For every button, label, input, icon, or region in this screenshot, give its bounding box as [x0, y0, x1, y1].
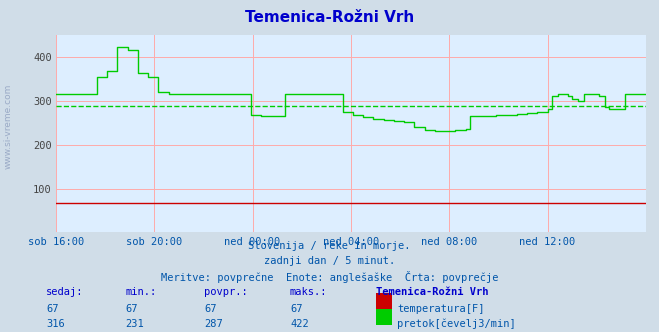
- Text: Slovenija / reke in morje.: Slovenija / reke in morje.: [248, 241, 411, 251]
- Text: 67: 67: [204, 304, 217, 314]
- Text: pretok[čevelj3/min]: pretok[čevelj3/min]: [397, 319, 516, 329]
- Text: Temenica-Rožni Vrh: Temenica-Rožni Vrh: [245, 10, 414, 25]
- Text: maks.:: maks.:: [290, 287, 328, 297]
- Text: 231: 231: [125, 319, 144, 329]
- Text: 422: 422: [290, 319, 308, 329]
- Text: povpr.:: povpr.:: [204, 287, 248, 297]
- Text: 67: 67: [290, 304, 302, 314]
- Text: 287: 287: [204, 319, 223, 329]
- Text: 316: 316: [46, 319, 65, 329]
- Text: 67: 67: [125, 304, 138, 314]
- Text: sedaj:: sedaj:: [46, 287, 84, 297]
- Text: min.:: min.:: [125, 287, 156, 297]
- Text: 67: 67: [46, 304, 59, 314]
- Text: temperatura[F]: temperatura[F]: [397, 304, 485, 314]
- Text: Meritve: povprečne  Enote: anglešaške  Črta: povprečje: Meritve: povprečne Enote: anglešaške Črt…: [161, 271, 498, 283]
- Text: Temenica-Rožni Vrh: Temenica-Rožni Vrh: [376, 287, 488, 297]
- Text: www.si-vreme.com: www.si-vreme.com: [3, 83, 13, 169]
- Text: zadnji dan / 5 minut.: zadnji dan / 5 minut.: [264, 256, 395, 266]
